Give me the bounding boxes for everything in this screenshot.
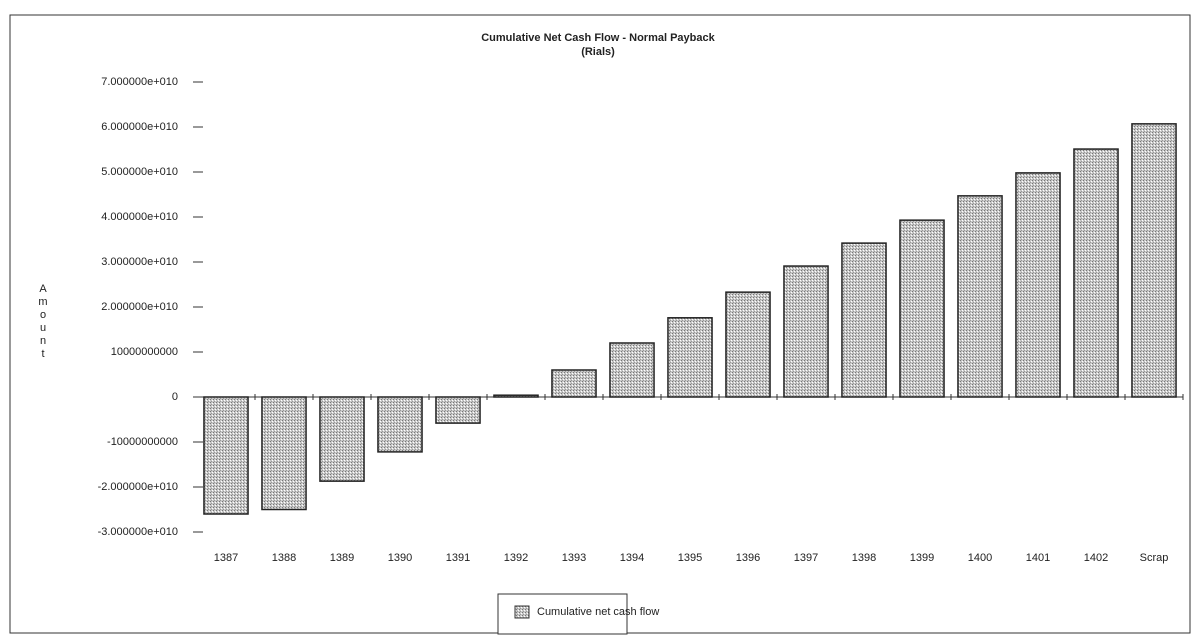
- legend-label: Cumulative net cash flow: [537, 606, 659, 618]
- y-tick-label: 6.000000e+010: [101, 121, 178, 133]
- bar: [261, 396, 307, 511]
- y-tick-label: 4.000000e+010: [101, 211, 178, 223]
- chart-frame: [9, 14, 1191, 634]
- x-tick-label: 1398: [852, 552, 876, 564]
- x-tick-label: 1397: [794, 552, 818, 564]
- y-tick-label: 3.000000e+010: [101, 256, 178, 268]
- bar: [1015, 172, 1061, 398]
- bar: [1131, 123, 1177, 398]
- x-tick-label: 1402: [1084, 552, 1108, 564]
- bar: [377, 396, 423, 453]
- y-tick-label: 7.000000e+010: [101, 76, 178, 88]
- x-tick-label: 1401: [1026, 552, 1050, 564]
- bar: [203, 396, 249, 515]
- x-tick-label: 1399: [910, 552, 934, 564]
- y-tick-label: -3.000000e+010: [98, 526, 178, 538]
- y-tick-label: 2.000000e+010: [101, 301, 178, 313]
- bar: [1073, 148, 1119, 398]
- bar: [551, 369, 597, 398]
- y-tick-label: -10000000000: [107, 436, 178, 448]
- bar: [319, 396, 365, 482]
- x-tick-label: 1387: [214, 552, 238, 564]
- x-tick-label: 1393: [562, 552, 586, 564]
- x-tick-label: 1396: [736, 552, 760, 564]
- x-tick-label: 1400: [968, 552, 992, 564]
- y-tick-label: 5.000000e+010: [101, 166, 178, 178]
- x-tick-label: 1391: [446, 552, 470, 564]
- x-tick-label: 1395: [678, 552, 702, 564]
- chart-title: Cumulative Net Cash Flow - Normal Paybac…: [481, 32, 715, 44]
- y-tick-label: 10000000000: [111, 346, 178, 358]
- bar: [667, 317, 713, 398]
- bar: [783, 265, 829, 398]
- bar: [493, 394, 539, 398]
- x-tick-label: 1394: [620, 552, 644, 564]
- x-tick-label: 1388: [272, 552, 296, 564]
- bar: [957, 195, 1003, 398]
- x-tick-label: 1389: [330, 552, 354, 564]
- x-tick-label: 1390: [388, 552, 412, 564]
- legend-swatch: [514, 605, 530, 619]
- x-tick-label: Scrap: [1140, 552, 1169, 564]
- bar: [841, 242, 887, 398]
- bar: [435, 396, 481, 424]
- chart-subtitle: (Rials): [581, 46, 615, 58]
- bar: [899, 219, 945, 398]
- x-tick-label: 1392: [504, 552, 528, 564]
- bar: [609, 342, 655, 398]
- y-axis-label: Amount: [37, 283, 49, 361]
- bar: [725, 291, 771, 398]
- y-tick-label: -2.000000e+010: [98, 481, 178, 493]
- y-tick-label: 0: [172, 391, 178, 403]
